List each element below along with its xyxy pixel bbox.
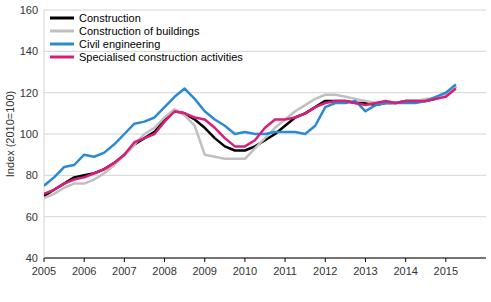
y-tick-label: 100	[20, 128, 38, 140]
legend-label: Construction	[79, 12, 141, 24]
y-tick-label: 60	[26, 211, 38, 223]
x-tick-label: 2006	[72, 265, 96, 277]
x-tick	[164, 258, 165, 262]
x-tick-label: 2014	[393, 265, 417, 277]
y-tick-label: 160	[20, 4, 38, 16]
x-tick-label: 2009	[192, 265, 216, 277]
grid-line	[44, 258, 486, 259]
x-tick	[405, 258, 406, 262]
y-axis-label: Index (2010=100)	[4, 91, 16, 178]
series-line	[44, 89, 456, 194]
series-line	[44, 86, 456, 196]
legend-label: Civil engineering	[79, 38, 160, 50]
y-tick-label: 80	[26, 169, 38, 181]
grid-line	[44, 216, 486, 217]
x-tick	[365, 258, 366, 262]
x-tick-label: 2011	[273, 265, 297, 277]
grid-line	[44, 92, 486, 93]
series-line	[44, 86, 456, 198]
x-tick	[445, 258, 446, 262]
y-axis	[44, 10, 45, 258]
x-tick-label: 2005	[32, 265, 56, 277]
x-tick-label: 2013	[353, 265, 377, 277]
legend-swatch	[50, 17, 74, 20]
x-tick-label: 2012	[313, 265, 337, 277]
x-tick	[84, 258, 85, 262]
x-tick	[204, 258, 205, 262]
x-tick	[244, 258, 245, 262]
series-line	[44, 84, 456, 185]
y-tick-label: 140	[20, 45, 38, 57]
legend-label: Construction of buildings	[79, 25, 200, 37]
x-tick	[285, 258, 286, 262]
x-tick-label: 2007	[112, 265, 136, 277]
x-tick	[44, 258, 45, 262]
y-tick-label: 120	[20, 87, 38, 99]
x-tick	[325, 258, 326, 262]
x-tick-label: 2015	[434, 265, 458, 277]
chart: 40 60 80 100 120 140 160 2005 2006 2007 2008 2009 20…	[0, 0, 491, 302]
legend-label: Specialised construction activities	[79, 51, 243, 63]
plot-lines	[44, 84, 456, 198]
legend-swatch	[50, 56, 74, 59]
x-tick-label: 2010	[233, 265, 257, 277]
legend-swatch	[50, 43, 74, 46]
x-tick	[124, 258, 125, 262]
legend-swatch	[50, 30, 74, 33]
grid-line	[44, 10, 486, 11]
x-tick-label: 2008	[152, 265, 176, 277]
y-tick-label: 40	[26, 252, 38, 264]
x-axis	[44, 258, 486, 259]
grid-line	[44, 175, 486, 176]
